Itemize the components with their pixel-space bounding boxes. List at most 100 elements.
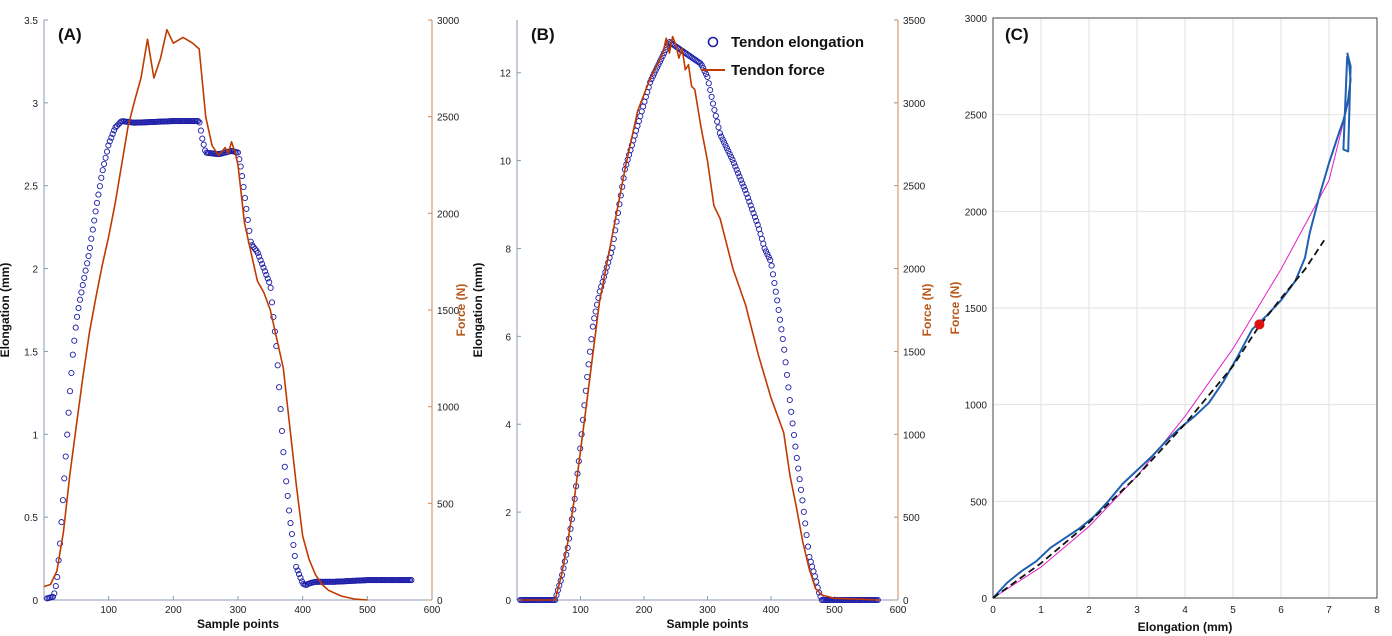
- elongation-marker: [64, 431, 71, 438]
- force-elongation-curve: [992, 52, 1352, 599]
- elongation-marker: [266, 279, 273, 286]
- elongation-marker: [736, 173, 743, 180]
- elongation-marker: [78, 289, 85, 296]
- x-tick-label: 600: [890, 605, 907, 616]
- y2-tick-label: 500: [437, 499, 454, 510]
- elongation-marker: [277, 406, 284, 413]
- elongation-marker: [789, 420, 796, 427]
- elongation-marker: [762, 248, 770, 255]
- y-tick-label: 10: [500, 157, 512, 168]
- elongation-marker: [241, 194, 249, 202]
- elongation-marker: [749, 206, 756, 213]
- elongation-marker: [765, 254, 772, 261]
- elongation-marker: [294, 567, 301, 574]
- y2-axis-label: Force (N): [454, 284, 468, 337]
- elongation-marker: [803, 531, 810, 539]
- elongation-marker: [778, 326, 785, 333]
- x-tick-label: 1: [1038, 605, 1044, 616]
- elongation-marker: [85, 252, 92, 260]
- y-tick-label: 2: [32, 265, 38, 276]
- y2-tick-label: 2000: [437, 209, 460, 220]
- elongation-marker: [76, 296, 84, 303]
- elongation-marker: [697, 60, 704, 67]
- elongation-marker: [259, 260, 266, 267]
- elongation-marker: [281, 463, 288, 470]
- x-tick-label: 6: [1278, 605, 1284, 616]
- y-axis-label: Elongation (mm): [0, 263, 12, 358]
- elongation-marker: [261, 268, 268, 275]
- y2-tick-label: 1500: [903, 347, 926, 358]
- elongation-marker: [267, 284, 274, 291]
- elongation-marker: [254, 249, 261, 257]
- y2-tick-label: 2000: [903, 265, 926, 276]
- y2-tick-label: 0: [437, 596, 443, 607]
- elongation-marker: [109, 130, 116, 138]
- elongation-marker: [65, 409, 72, 416]
- elongation-marker: [705, 80, 712, 87]
- elongation-marker: [51, 590, 58, 597]
- elongation-marker: [101, 160, 108, 168]
- elongation-marker: [721, 139, 728, 146]
- elongation-marker: [98, 174, 105, 181]
- y-tick-label: 1500: [965, 304, 988, 315]
- elongation-marker: [91, 217, 98, 224]
- elongation-marker: [730, 160, 737, 167]
- elongation-marker: [52, 583, 59, 590]
- x-tick-label: 7: [1326, 605, 1332, 616]
- y-tick-label: 500: [970, 497, 987, 508]
- elongation-marker: [257, 257, 264, 264]
- panel-c: 0 1 2 3 4 5 6 7 8 0 500 1000 1500 2000 2500 3000 Elongat…: [948, 14, 1380, 634]
- elongation-marker: [743, 190, 750, 197]
- elongation-marker: [746, 198, 753, 205]
- elongation-marker: [286, 507, 293, 514]
- elongation-marker: [243, 205, 250, 212]
- elongation-marker: [239, 173, 246, 180]
- elongation-marker: [779, 335, 786, 343]
- elongation-marker: [111, 127, 118, 134]
- elongation-marker: [264, 275, 271, 282]
- elongation-marker: [635, 118, 642, 125]
- elongation-marker: [108, 134, 115, 141]
- elongation-marker: [781, 346, 788, 353]
- elongation-marker: [244, 216, 251, 223]
- elongation-marker: [811, 573, 818, 580]
- elongation-marker: [751, 213, 758, 221]
- elongation-marker: [744, 194, 751, 201]
- y2-tick-label: 1000: [903, 430, 926, 441]
- elongation-marker: [711, 106, 718, 114]
- x-axis-label: Elongation (mm): [1138, 620, 1233, 634]
- elongation-marker: [283, 478, 290, 485]
- elongation-marker: [769, 271, 777, 278]
- elongation-marker: [74, 313, 81, 320]
- y2-tick-label: 2500: [903, 182, 926, 193]
- model-curve: [992, 102, 1349, 599]
- elongation-marker: [256, 253, 263, 260]
- elongation-marker: [750, 210, 757, 217]
- elongation-marker: [268, 299, 276, 306]
- elongation-marker: [747, 202, 754, 209]
- force-line: [520, 35, 880, 601]
- elongation-marker: [771, 279, 778, 287]
- elongation-marker: [800, 508, 807, 515]
- elongation-marker: [796, 476, 803, 483]
- elongation-marker: [732, 163, 739, 170]
- elongation-marker: [280, 449, 287, 456]
- elongation-marker: [797, 486, 805, 493]
- x-tick-label: 300: [699, 605, 716, 616]
- elongation-marker: [295, 571, 303, 578]
- elongation-marker: [103, 148, 111, 155]
- y2-tick-label: 2500: [437, 113, 460, 124]
- elongation-marker: [799, 497, 806, 504]
- elongation-marker: [96, 183, 103, 190]
- elongation-marker: [707, 86, 714, 94]
- x-tick-label: 500: [826, 605, 843, 616]
- elongation-marker: [723, 145, 730, 152]
- x-axis-label: Sample points: [666, 617, 748, 631]
- elongation-marker: [250, 243, 257, 251]
- elongation-marker: [714, 118, 721, 125]
- elongation-marker: [725, 148, 732, 155]
- elongation-marker: [588, 336, 595, 343]
- elongation-marker: [758, 235, 765, 242]
- elongation-marker: [251, 245, 258, 252]
- elongation-marker: [200, 141, 207, 148]
